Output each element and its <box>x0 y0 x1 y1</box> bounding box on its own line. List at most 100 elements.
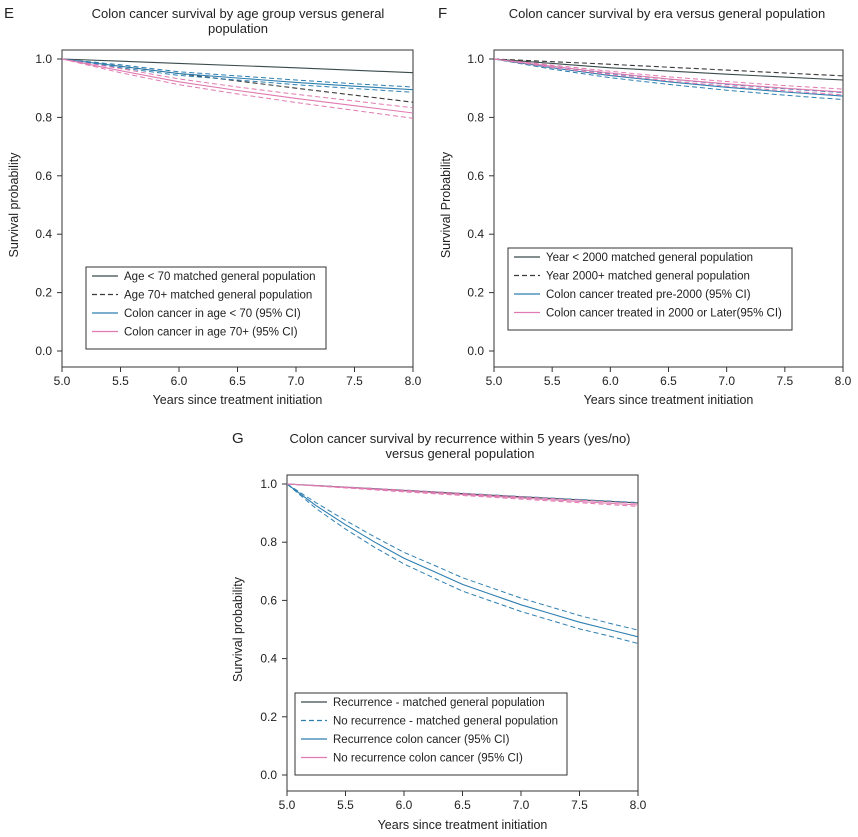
series-4 <box>61 58 414 119</box>
y-tick-label: 0.2 <box>260 710 277 724</box>
chart-panel-e: E Colon cancer survival by age group vers… <box>4 5 422 407</box>
y-tick-label: 0.0 <box>35 344 52 358</box>
legend-entry: Colon cancer treated in 2000 or Later(95… <box>546 308 782 320</box>
chart-title-line: versus general population <box>386 446 535 461</box>
series-line <box>493 58 844 93</box>
chart-title-line: population <box>208 21 268 36</box>
series-line <box>286 483 639 506</box>
legend-entry: No recurrence - matched general populati… <box>333 716 558 728</box>
ci-lower-line <box>493 58 844 101</box>
series-2 <box>493 58 844 77</box>
ci-lower-line <box>493 58 844 96</box>
legend-entry: Age < 70 matched general population <box>124 271 316 283</box>
x-tick-label: 5.0 <box>54 374 71 388</box>
y-tick-label: 0.4 <box>467 227 484 241</box>
series-1 <box>493 58 844 81</box>
x-axis-label: Years since treatment initiation <box>584 393 754 407</box>
series-4 <box>286 483 639 507</box>
legend: Recurrence - matched general population N… <box>294 692 568 776</box>
y-tick-label: 0.0 <box>260 768 277 782</box>
y-tick-label: 0.8 <box>260 535 277 549</box>
legend-entry: Colon cancer in age < 70 (95% CI) <box>124 308 301 320</box>
y-axis-label: Survival probability <box>7 152 21 258</box>
y-tick-label: 0.0 <box>467 344 484 358</box>
legend-box <box>507 247 793 331</box>
legend: Age < 70 matched general population Age 7… <box>85 266 327 350</box>
legend-entry: Recurrence - matched general population <box>333 697 545 709</box>
y-tick-label: 0.4 <box>260 652 277 666</box>
panel-letter: E <box>4 5 14 22</box>
legend-entry: Recurrence colon cancer (95% CI) <box>333 734 510 746</box>
legend-entry: Year < 2000 matched general population <box>546 252 753 264</box>
series-line <box>286 483 639 638</box>
ci-upper-line <box>61 58 414 88</box>
series-3 <box>286 483 639 644</box>
series-line <box>493 58 844 81</box>
y-tick-label: 0.4 <box>35 227 52 241</box>
ci-upper-line <box>61 58 414 109</box>
x-tick-label: 5.5 <box>337 798 354 812</box>
y-tick-label: 0.6 <box>35 169 52 183</box>
legend-box <box>85 266 327 350</box>
y-tick-label: 0.8 <box>467 110 484 124</box>
ci-upper-line <box>286 483 639 631</box>
x-tick-label: 8.0 <box>405 374 422 388</box>
legend-entry: Colon cancer in age 70+ (95% CI) <box>124 327 298 339</box>
x-tick-label: 6.0 <box>396 798 413 812</box>
legend-box <box>294 692 568 776</box>
y-tick-label: 1.0 <box>260 477 277 491</box>
series-line <box>61 58 414 74</box>
chart-title-line: Colon cancer survival by era versus gene… <box>509 6 826 21</box>
x-tick-label: 7.5 <box>776 374 793 388</box>
chart-title-line: Colon cancer survival by age group versu… <box>92 6 385 21</box>
chart-panel-g: G Colon cancer survival by recurrence wit… <box>231 430 647 832</box>
y-tick-label: 1.0 <box>467 52 484 66</box>
y-tick-label: 1.0 <box>35 52 52 66</box>
x-tick-label: 5.5 <box>112 374 129 388</box>
y-tick-label: 0.6 <box>467 169 484 183</box>
ci-lower-line <box>61 58 414 119</box>
x-axis-label: Years since treatment initiation <box>378 818 548 832</box>
x-tick-label: 7.0 <box>513 798 530 812</box>
ci-lower-line <box>286 483 639 644</box>
x-tick-label: 7.5 <box>346 374 363 388</box>
x-tick-label: 5.5 <box>544 374 561 388</box>
x-tick-label: 8.0 <box>835 374 852 388</box>
y-tick-label: 0.8 <box>35 110 52 124</box>
x-tick-label: 5.0 <box>279 798 296 812</box>
legend-entry: Colon cancer treated pre-2000 (95% CI) <box>546 289 751 301</box>
chart-title-line: Colon cancer survival by recurrence with… <box>289 431 630 446</box>
series-4 <box>493 58 844 96</box>
x-tick-label: 7.0 <box>288 374 305 388</box>
x-tick-label: 7.5 <box>571 798 588 812</box>
y-tick-label: 0.2 <box>35 286 52 300</box>
chart-panel-f: F Colon cancer survival by era versus gen… <box>438 5 852 407</box>
x-tick-label: 6.5 <box>454 798 471 812</box>
ci-lower-line <box>61 58 414 93</box>
legend-entry: Year 2000+ matched general population <box>546 271 750 283</box>
x-tick-label: 8.0 <box>630 798 647 812</box>
series-line <box>61 58 414 114</box>
y-tick-label: 0.2 <box>467 286 484 300</box>
x-tick-label: 6.0 <box>171 374 188 388</box>
x-tick-label: 5.0 <box>486 374 503 388</box>
x-tick-label: 6.5 <box>660 374 677 388</box>
panel-letter: G <box>232 430 244 447</box>
x-axis-label: Years since treatment initiation <box>153 393 323 407</box>
y-tick-label: 0.6 <box>260 593 277 607</box>
series-1 <box>61 58 414 74</box>
series-3 <box>61 58 414 93</box>
series-line <box>493 58 844 77</box>
x-tick-label: 6.0 <box>602 374 619 388</box>
legend-entry: Age 70+ matched general population <box>124 290 312 302</box>
legend-entry: No recurrence colon cancer (95% CI) <box>333 753 523 765</box>
series-line <box>61 58 414 91</box>
y-axis-label: Survival probability <box>231 576 245 682</box>
ci-upper-line <box>493 58 844 90</box>
x-tick-label: 6.5 <box>229 374 246 388</box>
panel-letter: F <box>438 5 447 22</box>
legend: Year < 2000 matched general population Ye… <box>507 247 793 331</box>
x-tick-label: 7.0 <box>718 374 735 388</box>
y-axis-label: Survival Probability <box>439 151 453 258</box>
